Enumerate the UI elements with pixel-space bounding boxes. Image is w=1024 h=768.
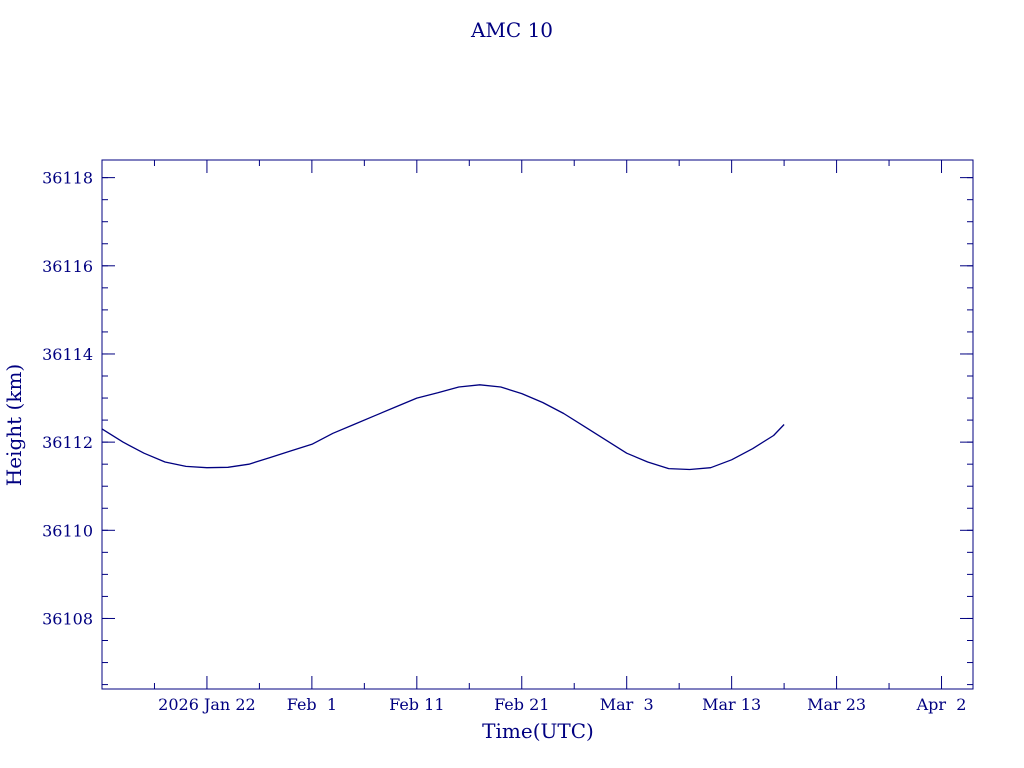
x-tick-label: 2026 Jan 22 <box>158 695 256 714</box>
y-tick-label: 36116 <box>42 257 93 276</box>
plot-frame <box>101 159 974 690</box>
x-tick-label: Feb 21 <box>494 695 549 714</box>
chart-title: AMC 10 <box>470 18 553 42</box>
x-tick-label: Mar 13 <box>702 695 761 714</box>
x-tick-label: Apr 2 <box>916 695 967 714</box>
series-line <box>101 384 785 471</box>
y-tick-label: 36112 <box>42 433 93 452</box>
series-layer <box>101 384 785 471</box>
x-axis-label: Time(UTC) <box>482 719 594 743</box>
y-axis-ticks: 36108 36110 36112 36114 36116 36118 <box>42 169 973 686</box>
y-tick-label: 36108 <box>42 609 93 628</box>
y-tick-label: 36118 <box>42 169 93 188</box>
x-tick-label: Feb 11 <box>389 695 444 714</box>
y-tick-label: 36110 <box>42 521 93 540</box>
x-tick-label: Feb 1 <box>287 695 337 714</box>
x-tick-label: Mar 23 <box>807 695 866 714</box>
x-axis-ticks: 2026 Jan 22 Feb 1 Feb 11 Feb 21 Mar 3 Mar 13 M… <box>153 160 967 714</box>
x-tick-label: Mar 3 <box>600 695 654 714</box>
y-axis-label: Height (km) <box>2 364 26 486</box>
y-tick-label: 36114 <box>42 345 93 364</box>
